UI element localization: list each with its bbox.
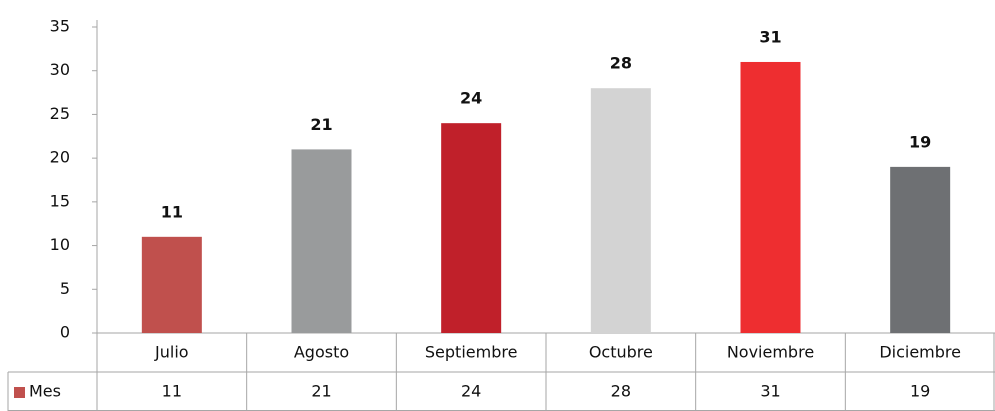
table-value: 24 [461,382,481,401]
x-tick-label: Julio [154,343,189,362]
x-tick-label: Agosto [294,343,349,362]
data-label: 24 [460,89,482,108]
y-tick-label: 30 [50,60,70,79]
y-tick-label: 5 [60,279,70,298]
table-value: 28 [611,382,631,401]
table-value: 11 [162,382,182,401]
y-tick-label: 20 [50,148,70,167]
data-label: 31 [759,27,781,46]
x-tick-label: Diciembre [879,343,961,362]
bar [141,236,202,333]
bar [740,61,801,333]
bar [441,123,502,334]
y-tick-label: 35 [50,17,70,36]
data-label: 28 [610,54,632,73]
data-label: 21 [310,115,332,134]
bar [291,149,352,333]
legend-swatch [14,387,25,398]
data-label: 19 [909,132,931,151]
y-tick-label: 15 [50,191,70,210]
bar [590,88,651,333]
table-value: 19 [910,382,930,401]
y-tick-label: 25 [50,104,70,123]
x-tick-label: Octubre [589,343,653,362]
y-tick-label: 10 [50,235,70,254]
data-label: 11 [161,202,183,221]
bar [890,166,951,333]
x-tick-label: Noviembre [727,343,814,362]
table-value: 21 [311,382,331,401]
x-tick-label: Septiembre [425,343,518,362]
y-tick-label: 0 [60,323,70,342]
legend-label: Mes [29,382,61,401]
table-value: 31 [760,382,780,401]
